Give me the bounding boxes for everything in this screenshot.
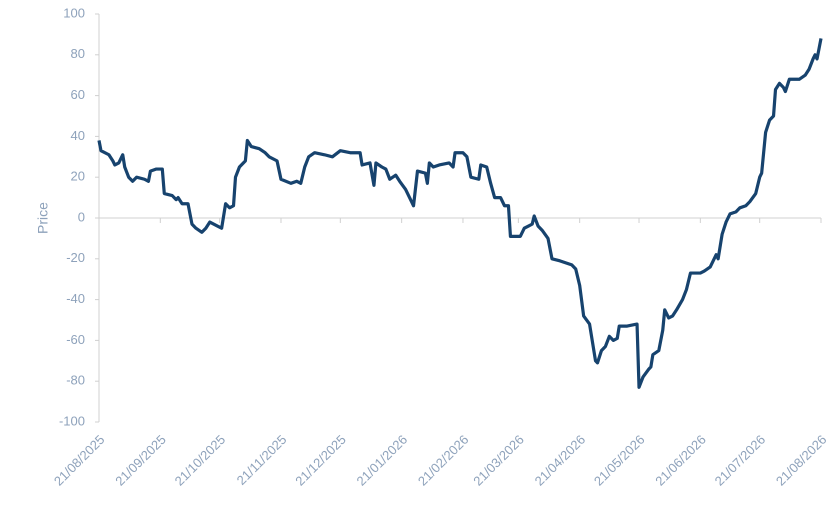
y-tick-label: -20 [66, 250, 85, 265]
y-tick-label: -80 [66, 373, 85, 388]
x-tick-label: 21/04/2026 [532, 432, 589, 489]
x-tick-label: 21/10/2025 [172, 432, 229, 489]
y-tick-label: 20 [71, 169, 85, 184]
x-tick-label: 21/08/2025 [51, 432, 108, 489]
y-tick-label: 0 [78, 209, 85, 224]
x-tick-label: 21/06/2026 [652, 432, 709, 489]
y-tick-label: 80 [71, 46, 85, 61]
x-tick-label: 21/11/2025 [234, 432, 290, 488]
x-tick-label: 21/09/2025 [112, 432, 169, 489]
x-tick-label: 21/08/2026 [773, 432, 830, 489]
y-tick-label: 40 [71, 128, 85, 143]
y-tick-label: 60 [71, 87, 85, 102]
x-tick-label: 21/02/2026 [415, 432, 472, 489]
y-axis-label: Price [35, 202, 51, 234]
x-tick-label: 21/03/2026 [470, 432, 527, 489]
y-tick-label: -100 [59, 413, 85, 428]
x-tick-label: 21/05/2026 [591, 432, 648, 489]
y-tick-label: 100 [63, 5, 85, 20]
x-tick-label: 21/07/2026 [712, 432, 769, 489]
x-tick-label: 21/01/2026 [354, 432, 411, 489]
price-line [97, 38, 823, 389]
y-tick-label: -40 [66, 291, 85, 306]
x-tick-label: 21/12/2025 [292, 432, 349, 489]
y-tick-label: -60 [66, 332, 85, 347]
